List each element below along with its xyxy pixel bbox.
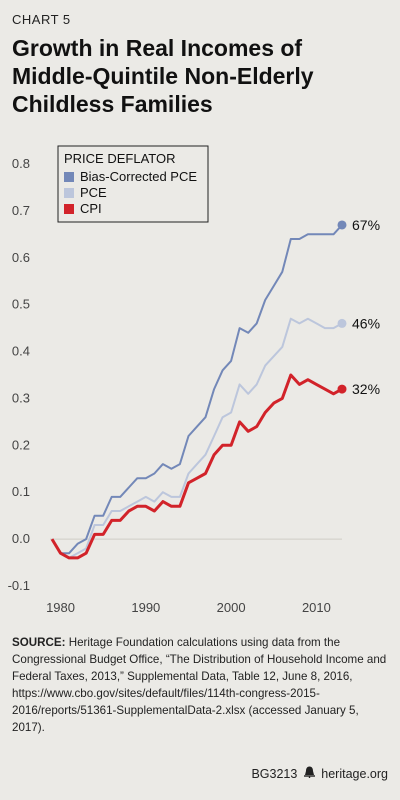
y-tick-label: 0.8: [12, 156, 30, 171]
legend-swatch: [64, 188, 74, 198]
y-tick-label: 0.0: [12, 531, 30, 546]
legend-box: [57, 145, 209, 223]
site-name: heritage.org: [321, 767, 388, 781]
heritage-bell-icon: [303, 766, 315, 781]
series-end-label: 32%: [352, 381, 380, 397]
x-tick-label: 1980: [46, 600, 75, 615]
x-tick-label: 2000: [217, 600, 246, 615]
y-tick-label: 0.4: [12, 344, 30, 359]
series-line-bias-corrected-pce: [51, 224, 343, 555]
y-tick-label: 0.2: [12, 437, 30, 452]
legend-item-label: CPI: [80, 201, 102, 216]
y-tick-label: 0.3: [12, 390, 30, 405]
x-axis-tick-labels: 1980 1990 2000 2010: [46, 600, 331, 615]
source-text: Heritage Foundation calculations using d…: [12, 636, 387, 734]
legend-item-label: Bias-Corrected PCE: [80, 169, 197, 184]
y-tick-label: -0.1: [8, 578, 30, 593]
y-tick-label: 0.6: [12, 250, 30, 265]
series-lines: [50, 220, 347, 560]
source-note: SOURCE: Heritage Foundation calculations…: [12, 634, 388, 736]
series-end-label: 46%: [352, 315, 380, 331]
line-chart: -0.1 0.0 0.1 0.2 0.3 0.4 0.5 0.6 0.7 0.8 1980 1990…: [8, 145, 380, 615]
series-end-point: [337, 220, 347, 230]
legend-swatch: [64, 172, 74, 182]
series-end-point: [337, 384, 347, 394]
report-code: BG3213: [251, 767, 298, 781]
y-tick-label: 0.5: [12, 297, 30, 312]
series-end-label: 67%: [352, 217, 380, 233]
legend-title: PRICE DEFLATOR: [64, 151, 175, 166]
series-line-pce: [51, 317, 343, 559]
chart-title: Growth in Real Incomes of Middle-Quintil…: [12, 35, 314, 117]
chart-number: CHART 5: [12, 12, 71, 27]
x-tick-label: 1990: [131, 600, 160, 615]
source-label: SOURCE:: [12, 636, 66, 649]
y-axis-tick-labels: -0.1 0.0 0.1 0.2 0.3 0.4 0.5 0.6 0.7 0.8: [8, 156, 30, 593]
footer: BG3213 heritage.org: [251, 766, 388, 781]
legend-item-label: PCE: [80, 185, 107, 200]
y-tick-label: 0.7: [12, 203, 30, 218]
series-line-cpi: [50, 373, 343, 560]
end-labels: 67% 46% 32%: [352, 217, 380, 397]
y-tick-label: 0.1: [12, 484, 30, 499]
legend-swatch: [64, 204, 74, 214]
series-end-point: [337, 318, 347, 328]
x-tick-label: 2010: [302, 600, 331, 615]
